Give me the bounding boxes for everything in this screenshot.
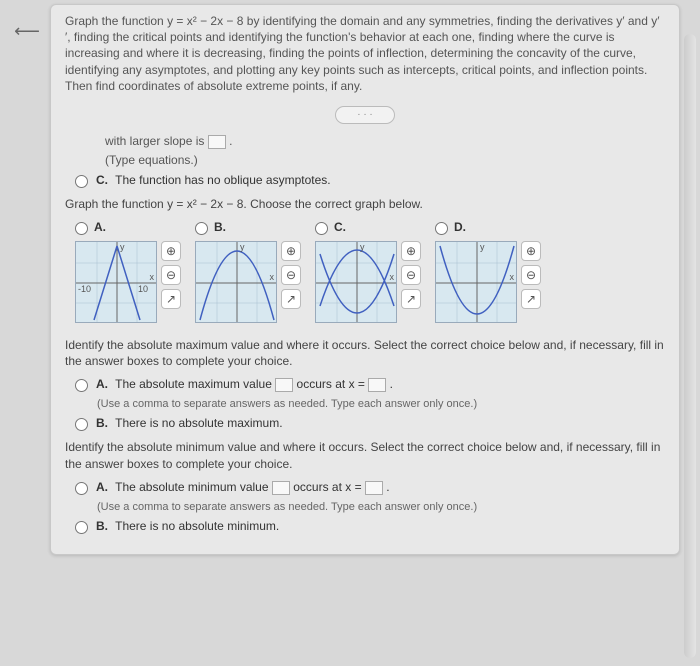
- graph-choice-d: D. y x ⊕ ⊖ ↗: [435, 220, 541, 323]
- min-option-b[interactable]: B. There is no absolute minimum.: [75, 519, 665, 534]
- ellipsis-icon: · · ·: [357, 109, 373, 120]
- max-a-text-c: .: [390, 377, 393, 391]
- axis-y-label: y: [480, 242, 485, 252]
- min-a-text-a: The absolute minimum value: [115, 480, 272, 494]
- graph-c-box: y x: [315, 241, 397, 323]
- zoom-out-icon[interactable]: ⊖: [281, 265, 301, 285]
- min-x-input[interactable]: [365, 481, 383, 495]
- choose-graph-prompt: Graph the function y = x² − 2x − 8. Choo…: [65, 196, 665, 212]
- tick-neg: -10: [78, 284, 91, 294]
- graph-a-box: y x -10 10: [75, 241, 157, 323]
- slope-line: with larger slope is .: [105, 134, 665, 149]
- max-x-input[interactable]: [368, 378, 386, 392]
- expand-icon[interactable]: ↗: [281, 289, 301, 309]
- min-a-text-c: .: [386, 480, 389, 494]
- radio-graph-d[interactable]: [435, 222, 448, 235]
- axis-x-label: x: [150, 272, 155, 282]
- axis-x-label: x: [390, 272, 395, 282]
- min-option-a[interactable]: A. The absolute minimum value occurs at …: [75, 480, 665, 495]
- graph-d-box: y x: [435, 241, 517, 323]
- tick-pos: 10: [138, 284, 148, 294]
- zoom-in-icon[interactable]: ⊕: [401, 241, 421, 261]
- radio-c[interactable]: [75, 175, 88, 188]
- radio-graph-a[interactable]: [75, 222, 88, 235]
- radio-max-a[interactable]: [75, 379, 88, 392]
- axis-x-label: x: [270, 272, 275, 282]
- min-b-letter: B.: [96, 519, 108, 533]
- max-a-hint: (Use a comma to separate answers as need…: [97, 398, 665, 410]
- graph-choices-row: A. y x -10 10 ⊕ ⊖ ↗: [75, 220, 665, 323]
- asymptote-option-c[interactable]: C. The function has no oblique asymptote…: [75, 173, 665, 188]
- graph-choice-a: A. y x -10 10 ⊕ ⊖ ↗: [75, 220, 181, 323]
- max-option-b[interactable]: B. There is no absolute maximum.: [75, 416, 665, 431]
- axis-y-label: y: [120, 242, 125, 252]
- max-a-text-b: occurs at x =: [297, 377, 369, 391]
- min-b-text: There is no absolute minimum.: [115, 519, 279, 533]
- zoom-out-icon[interactable]: ⊖: [521, 265, 541, 285]
- question-intro: Graph the function y = x² − 2x − 8 by id…: [65, 13, 665, 94]
- zoom-in-icon[interactable]: ⊕: [521, 241, 541, 261]
- expand-icon[interactable]: ↗: [161, 289, 181, 309]
- max-value-input[interactable]: [275, 378, 293, 392]
- max-prompt: Identify the absolute maximum value and …: [65, 337, 665, 369]
- max-option-a[interactable]: A. The absolute maximum value occurs at …: [75, 377, 665, 392]
- graph-b-box: y x: [195, 241, 277, 323]
- min-a-hint: (Use a comma to separate answers as need…: [97, 501, 665, 513]
- min-a-text-b: occurs at x =: [293, 480, 365, 494]
- graph-choice-b: B. y x ⊕ ⊖ ↗: [195, 220, 301, 323]
- expand-ellipsis-button[interactable]: · · ·: [335, 106, 395, 124]
- expand-icon[interactable]: ↗: [401, 289, 421, 309]
- min-a-letter: A.: [96, 480, 108, 494]
- radio-graph-b[interactable]: [195, 222, 208, 235]
- graph-a-tools: ⊕ ⊖ ↗: [161, 241, 181, 309]
- graph-letter-d: D.: [454, 220, 466, 234]
- graph-letter-a: A.: [94, 220, 106, 234]
- slope-input[interactable]: [208, 135, 226, 149]
- max-b-text: There is no absolute maximum.: [115, 416, 282, 430]
- graph-letter-c: C.: [334, 220, 346, 234]
- min-value-input[interactable]: [272, 481, 290, 495]
- max-a-letter: A.: [96, 377, 108, 391]
- slope-hint: (Type equations.): [105, 153, 665, 167]
- radio-min-a[interactable]: [75, 482, 88, 495]
- slope-text-b: .: [229, 134, 232, 148]
- axis-y-label: y: [360, 242, 365, 252]
- graph-choice-c: C. y x ⊕ ⊖ ↗: [315, 220, 421, 323]
- max-a-text-a: The absolute maximum value: [115, 377, 275, 391]
- scrollbar[interactable]: [684, 34, 696, 658]
- back-icon: ⟵: [14, 21, 40, 42]
- back-button[interactable]: ⟵: [14, 18, 40, 44]
- zoom-in-icon[interactable]: ⊕: [161, 241, 181, 261]
- slope-text-a: with larger slope is: [105, 134, 208, 148]
- radio-min-b[interactable]: [75, 521, 88, 534]
- expand-icon[interactable]: ↗: [521, 289, 541, 309]
- max-b-letter: B.: [96, 416, 108, 430]
- option-c-text: The function has no oblique asymptotes.: [115, 173, 330, 187]
- zoom-out-icon[interactable]: ⊖: [161, 265, 181, 285]
- axis-y-label: y: [240, 242, 245, 252]
- radio-graph-c[interactable]: [315, 222, 328, 235]
- min-prompt: Identify the absolute minimum value and …: [65, 439, 665, 471]
- question-page: Graph the function y = x² − 2x − 8 by id…: [50, 4, 680, 555]
- option-c-content: C. The function has no oblique asymptote…: [96, 173, 331, 187]
- axis-x-label: x: [510, 272, 515, 282]
- zoom-in-icon[interactable]: ⊕: [281, 241, 301, 261]
- graph-letter-b: B.: [214, 220, 226, 234]
- option-c-letter: C.: [96, 173, 108, 187]
- zoom-out-icon[interactable]: ⊖: [401, 265, 421, 285]
- radio-max-b[interactable]: [75, 418, 88, 431]
